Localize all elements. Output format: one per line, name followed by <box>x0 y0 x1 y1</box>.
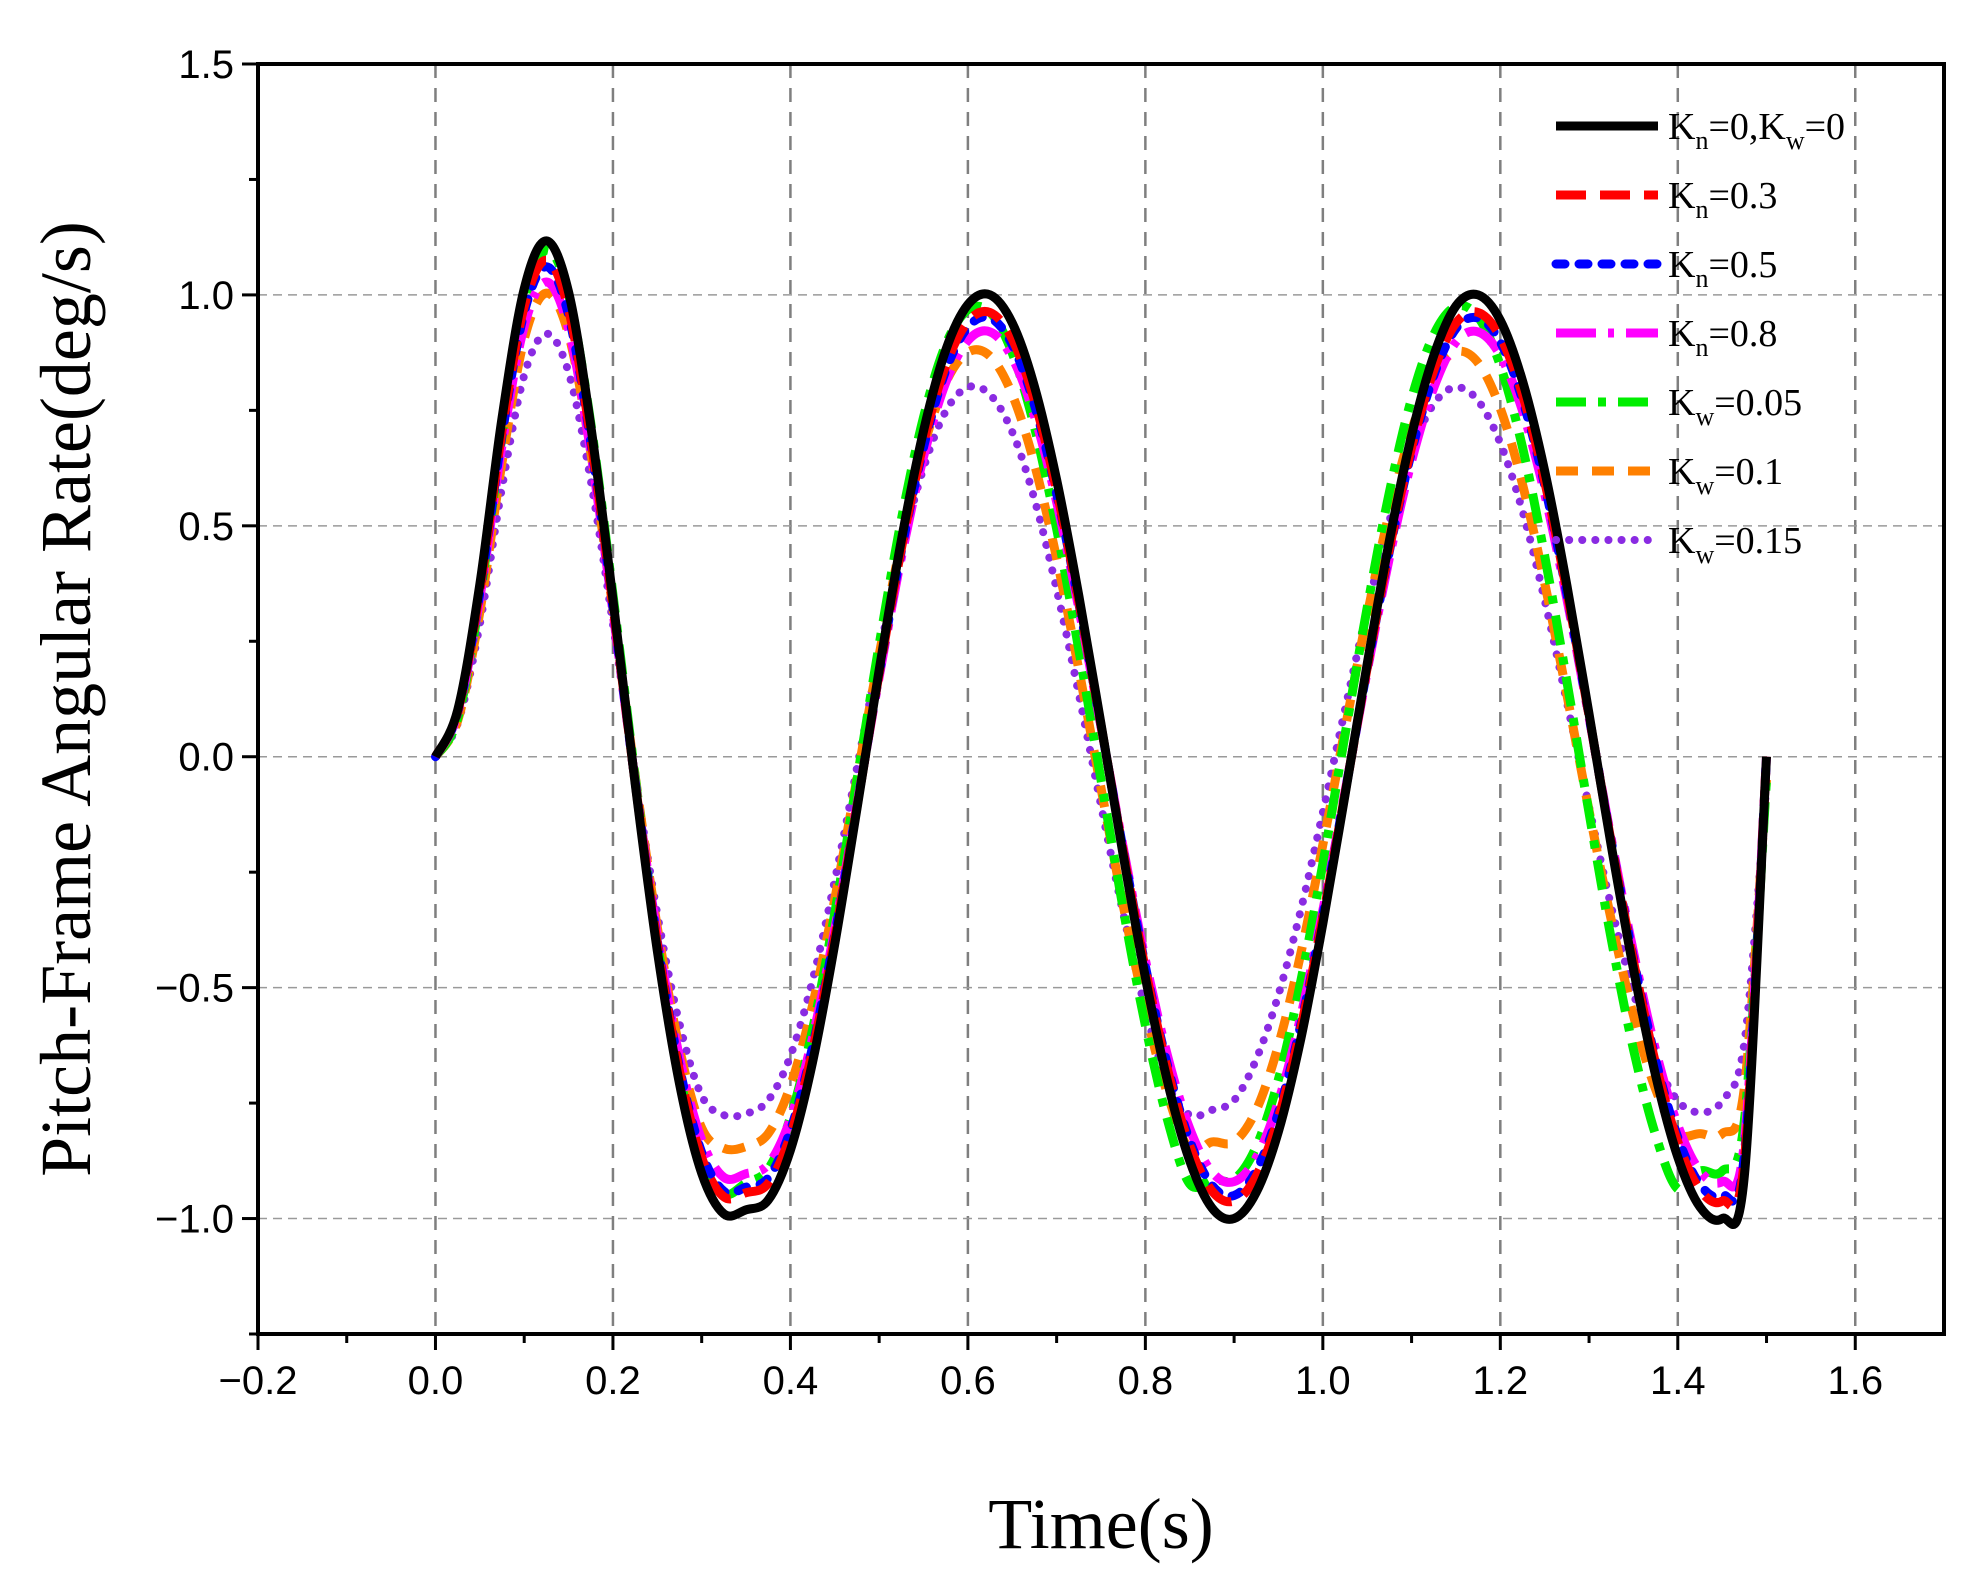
legend-label-kw-0-1: Kw=0.1 <box>1668 451 1783 500</box>
legend: Kn=0,Kw=0Kn=0.3Kn=0.5Kn=0.8Kw=0.05Kw=0.1… <box>1551 106 1845 569</box>
legend-label-kn-0-5: Kn=0.5 <box>1668 244 1777 293</box>
legend-label-kn-0-3: Kn=0.3 <box>1668 175 1777 224</box>
legend-label-kn-0-8: Kn=0.8 <box>1668 313 1777 362</box>
legend-label-kn-0-kw-0: Kn=0,Kw=0 <box>1668 106 1845 155</box>
axis-ticks <box>242 62 1857 1350</box>
x-tick-label: −0.2 <box>219 1359 298 1403</box>
legend-subscript: n <box>1695 333 1708 362</box>
x-tick-label: 1.0 <box>1295 1359 1351 1403</box>
legend-text-part: K <box>1668 175 1696 217</box>
y-tick-label: −0.5 <box>155 967 234 1011</box>
legend-text-part: =0.5 <box>1708 244 1777 286</box>
legend-text-part: K <box>1668 382 1696 424</box>
legend-text-part: K <box>1668 451 1696 493</box>
series-line-kn-0-kw-0 <box>431 236 1771 1229</box>
y-axis-title: Pitch-Frame Angular Rate(deg/s) <box>26 221 106 1177</box>
y-tick-label: −1.0 <box>155 1198 234 1242</box>
tick-labels: −0.2 0.0 0.2 0.4 0.6 0.8 1.0 1.2 1.4 1.6 −1.0 −0.5 0… <box>155 43 1883 1403</box>
legend-text-part: =0,K <box>1708 106 1786 148</box>
legend-subscript: n <box>1695 264 1708 293</box>
x-tick-label: 1.2 <box>1473 1359 1529 1403</box>
legend-text-part: =0.1 <box>1714 451 1783 493</box>
legend-label-kw-0-05: Kw=0.05 <box>1668 382 1802 431</box>
legend-subscript: w <box>1695 471 1714 500</box>
y-tick-label: 0.5 <box>178 505 234 549</box>
x-axis-title: Time(s) <box>988 1484 1213 1564</box>
legend-subscript: n <box>1695 126 1708 155</box>
legend-text-part: K <box>1668 520 1696 562</box>
legend-text-part: =0.15 <box>1714 520 1802 562</box>
plot-series <box>431 236 1771 1229</box>
legend-subscript: w <box>1695 540 1714 569</box>
plot-frame <box>256 62 1946 1336</box>
legend-label-kw-0-15: Kw=0.15 <box>1668 520 1802 569</box>
y-tick-label: 0.0 <box>178 736 234 780</box>
y-tick-label: 1.5 <box>178 43 234 87</box>
legend-text-part: =0 <box>1805 106 1845 148</box>
legend-text-part: K <box>1668 244 1696 286</box>
x-tick-label: 0.6 <box>940 1359 996 1403</box>
legend-subscript: n <box>1695 195 1708 224</box>
legend-text-part: K <box>1668 106 1696 148</box>
x-tick-label: 1.4 <box>1650 1359 1706 1403</box>
x-tick-label: 1.6 <box>1827 1359 1883 1403</box>
legend-subscript: w <box>1786 126 1805 155</box>
x-tick-label: 0.4 <box>763 1359 819 1403</box>
series-line-kw-0-05 <box>431 245 1771 1200</box>
x-tick-label: 0.2 <box>585 1359 641 1403</box>
x-tick-label: 0.0 <box>408 1359 464 1403</box>
legend-text-part: =0.8 <box>1708 313 1777 355</box>
legend-subscript: w <box>1695 402 1714 431</box>
legend-text-part: =0.3 <box>1708 175 1777 217</box>
x-tick-label: 0.8 <box>1118 1359 1174 1403</box>
y-tick-label: 1.0 <box>178 274 234 318</box>
legend-text-part: =0.05 <box>1714 382 1802 424</box>
legend-text-part: K <box>1668 313 1696 355</box>
